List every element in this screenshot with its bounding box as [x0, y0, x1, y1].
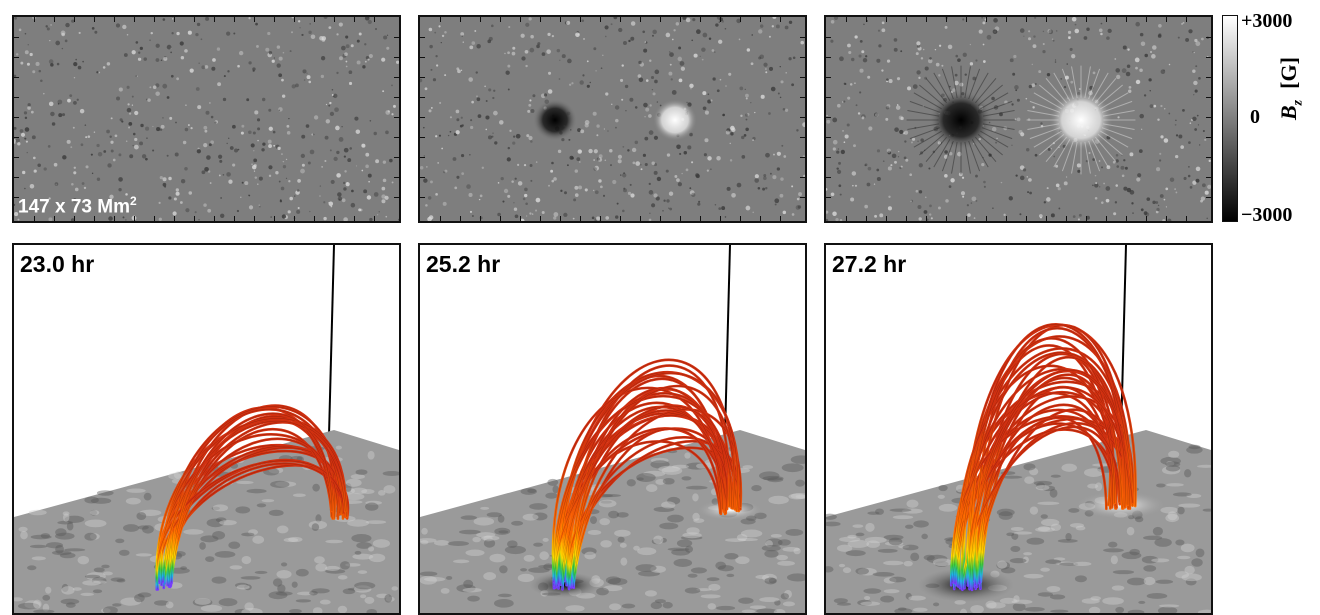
colorbar-title: Bz [G]: [1276, 57, 1306, 120]
fieldline-render-3: [826, 245, 1211, 613]
colorbar-min-label: −3000: [1241, 204, 1293, 226]
fieldline-panel-1: 23.0 hr: [12, 243, 401, 615]
time-label: 23.0 hr: [20, 251, 95, 277]
area-label: 147 x 73 Mm2: [18, 193, 137, 217]
magnetogram-image-1: [14, 17, 399, 221]
magnetogram-image-2: [420, 17, 805, 221]
fieldline-panel-2: 25.2 hr: [418, 243, 807, 615]
colorbar: [1222, 15, 1238, 222]
fieldline-render-1: [14, 245, 399, 613]
colorbar-max-label: +3000: [1241, 10, 1293, 32]
colorbar-mid-label: 0: [1250, 106, 1260, 128]
time-label: 25.2 hr: [426, 251, 501, 277]
magnetogram-image-3: [826, 17, 1211, 221]
magnetogram-panel-1: 147 x 73 Mm2: [12, 15, 401, 223]
magnetogram-panel-3: [824, 15, 1213, 223]
fieldline-panel-3: 27.2 hr: [824, 243, 1213, 615]
time-label: 27.2 hr: [832, 251, 907, 277]
magnetogram-panel-2: [418, 15, 807, 223]
fieldline-render-2: [420, 245, 805, 613]
